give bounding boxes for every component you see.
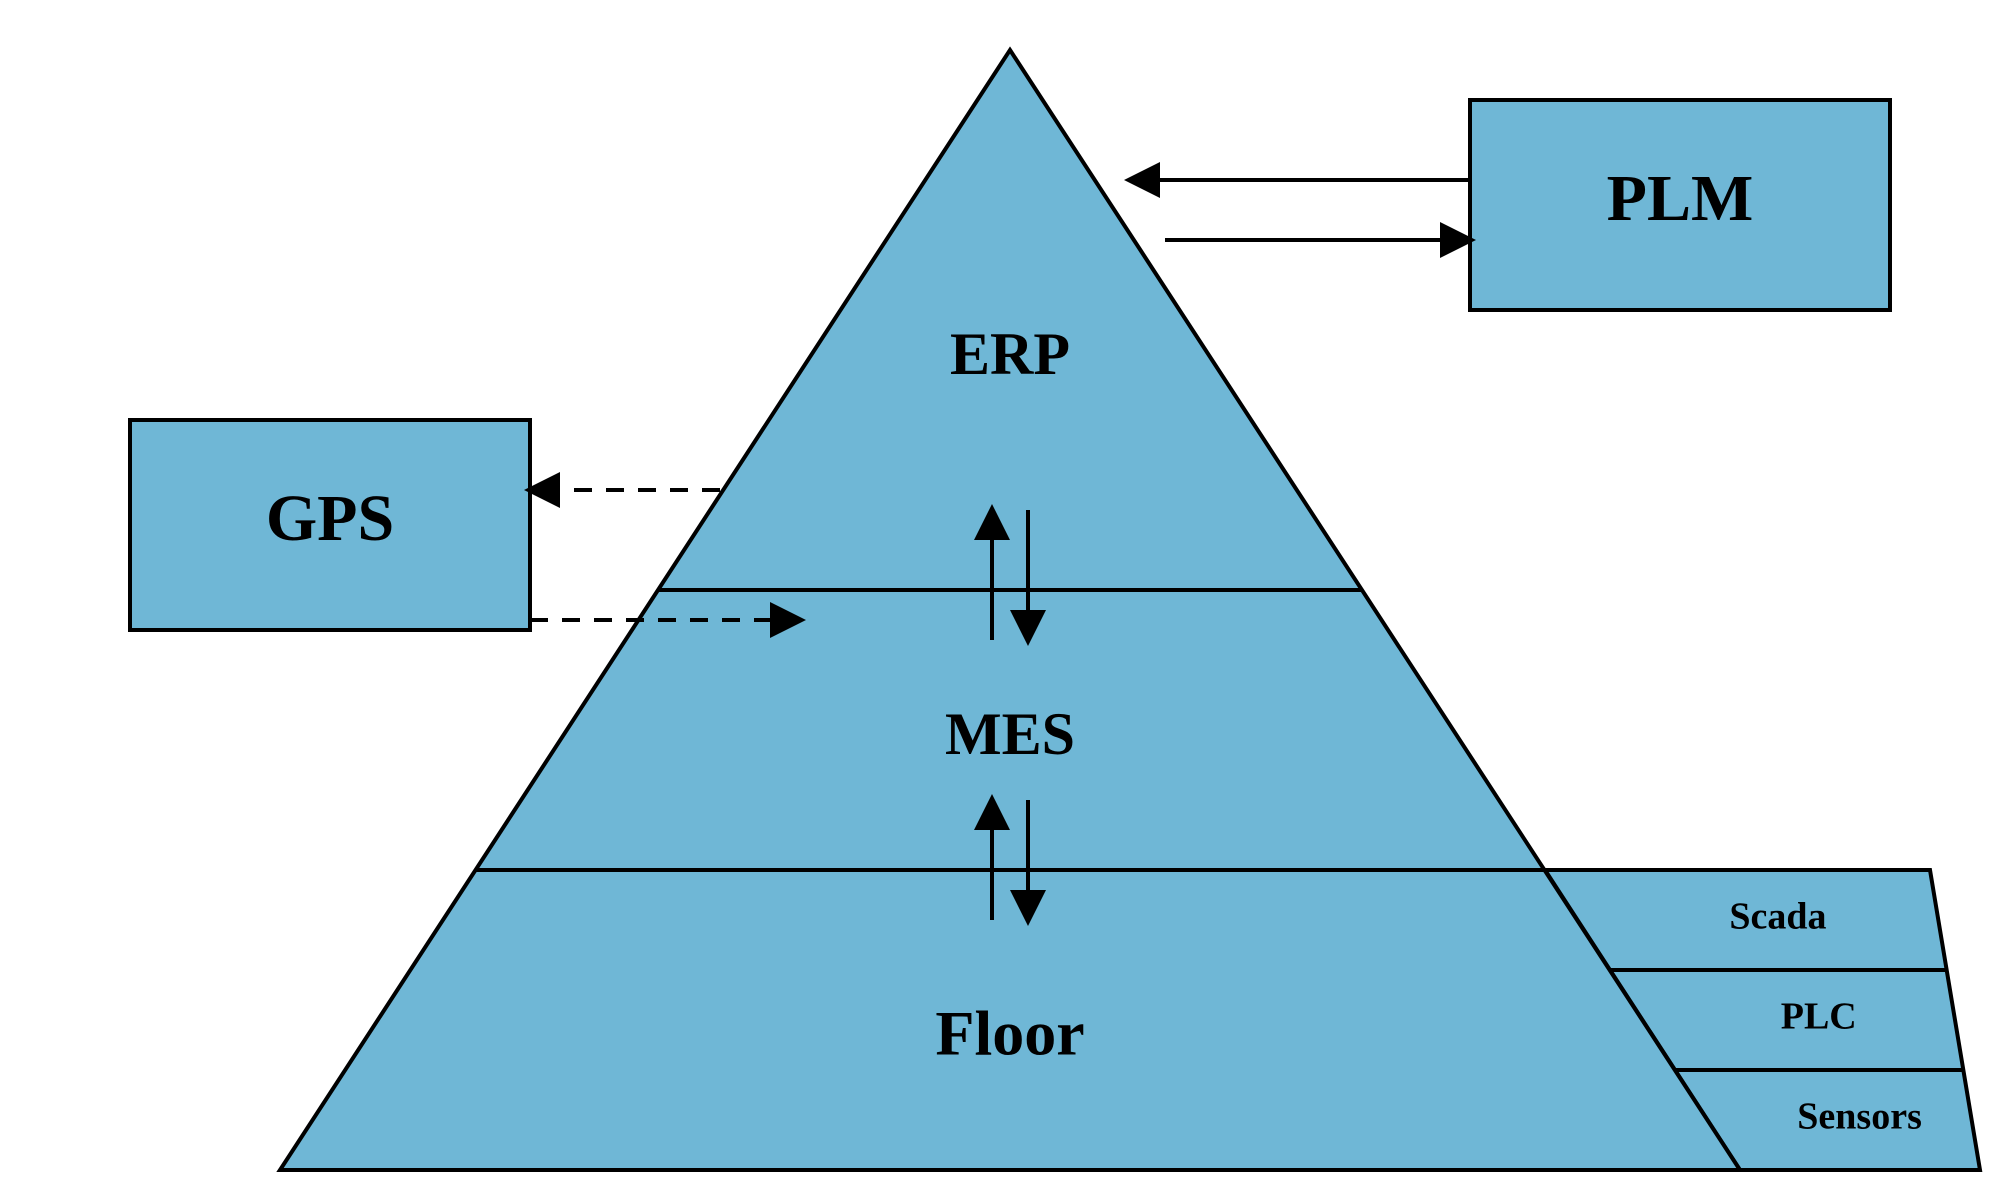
plm-label: PLM — [1607, 162, 1754, 235]
floor-stack-label-sensors: Sensors — [1797, 1096, 1922, 1138]
pyramid-level-floor: Floor — [935, 998, 1084, 1069]
pyramid-level-mes: MES — [945, 701, 1075, 767]
diagram-layer: Scada PLC Sensors ERP MES Floor PLM GPS — [130, 50, 1980, 1170]
gps-label: GPS — [266, 482, 394, 555]
floor-stack-label-plc: PLC — [1781, 996, 1857, 1038]
automation-pyramid-diagram: Scada PLC Sensors ERP MES Floor PLM GPS — [0, 0, 2014, 1199]
floor-stack-label-scada: Scada — [1729, 896, 1826, 938]
pyramid-level-erp: ERP — [950, 321, 1070, 387]
